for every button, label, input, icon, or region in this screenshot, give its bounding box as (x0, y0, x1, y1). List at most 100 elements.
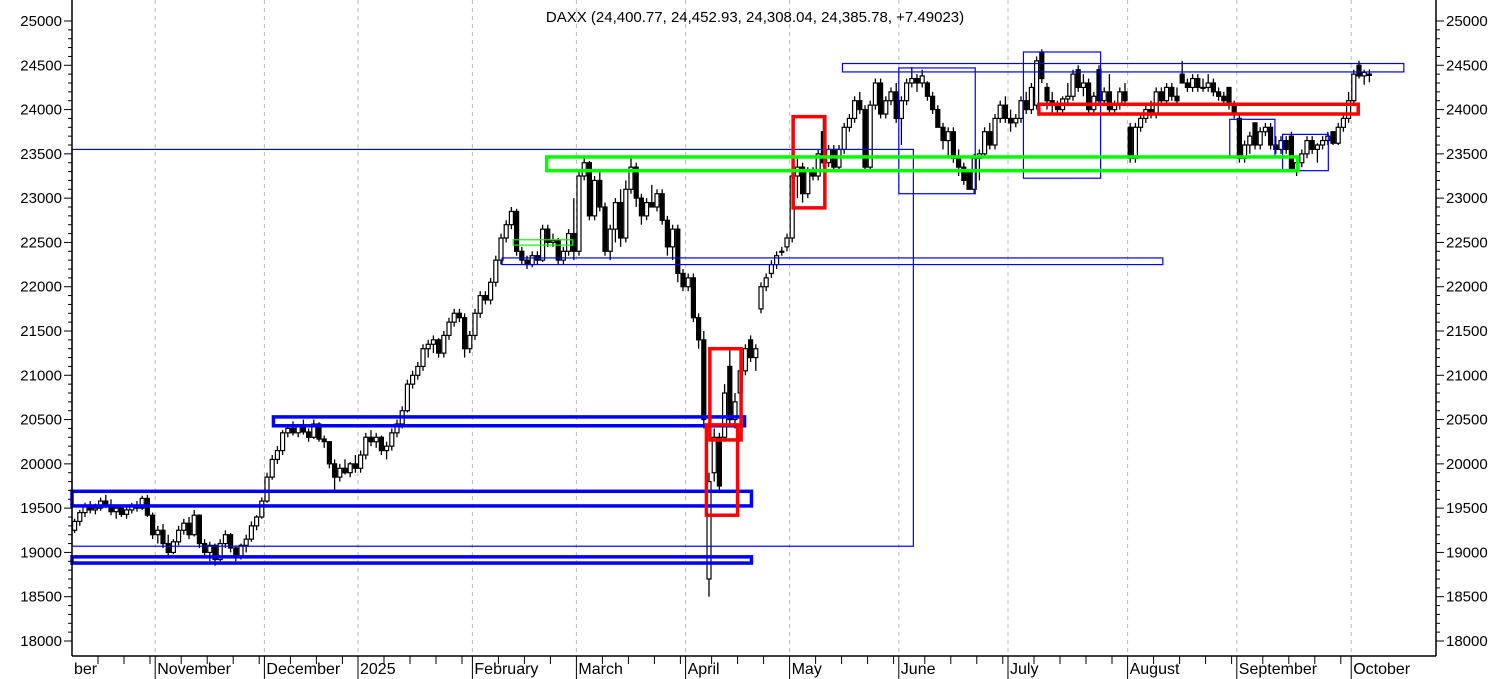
candle-down (555, 240, 561, 261)
candle-down (935, 108, 941, 128)
candle-down (602, 206, 608, 252)
red-annotation-box (708, 346, 743, 442)
candle-down (659, 193, 665, 221)
y-tick-label-left: 19000 (20, 544, 62, 561)
candle-up (248, 525, 254, 540)
candle-down (332, 463, 338, 478)
candle-down (1085, 82, 1092, 111)
x-tick-label: September (1239, 661, 1318, 678)
x-tick-label: April (688, 661, 720, 678)
candle-up (488, 281, 494, 301)
candle-down (680, 272, 686, 288)
candle-up (425, 343, 431, 350)
candle-up (176, 529, 182, 543)
chart-title: DAXX (24,400.77, 24,452.93, 24,308.04, 2… (546, 9, 964, 26)
y-tick-label-right: 25000 (1446, 13, 1488, 30)
y-tick-label-left: 21000 (20, 367, 62, 384)
candle-down (150, 514, 156, 536)
y-tick-label-right: 20500 (1446, 412, 1488, 429)
y-tick-label-left: 22000 (20, 279, 62, 296)
candle-down (524, 259, 530, 266)
candle-down (306, 431, 312, 438)
candle-down (1179, 73, 1185, 84)
candle-up (493, 259, 499, 283)
y-tick-label-left: 24500 (20, 57, 62, 74)
candle-up (451, 312, 457, 323)
blue-annotation-box (501, 257, 1164, 266)
candle-up (394, 423, 400, 434)
candle-up (269, 458, 275, 478)
candle-down (747, 339, 754, 359)
candle-up (607, 228, 613, 252)
candle-up (768, 263, 775, 275)
candle-up (919, 75, 925, 84)
candle-up (669, 228, 676, 248)
axes: 18000 18000 18500 18500 19000 19000 19500 19500… (20, 0, 1488, 679)
candle-up (1335, 126, 1341, 144)
green-annotation-box (512, 239, 574, 246)
candle-down (675, 228, 681, 275)
candle-up (1080, 82, 1087, 89)
candle-down (456, 312, 462, 319)
green-annotation-box (544, 155, 1300, 173)
candle-up (945, 131, 951, 142)
candle-up (784, 237, 790, 248)
candle-down (436, 339, 442, 354)
candle-down (1283, 139, 1289, 151)
candle-up (295, 426, 301, 434)
candle-down (1252, 122, 1258, 146)
candle-up (612, 201, 619, 230)
candle-down (1267, 126, 1274, 146)
candle-down (695, 317, 702, 341)
candle-up (410, 374, 416, 385)
x-tick-label: December (266, 661, 340, 678)
candle-up (643, 201, 650, 217)
candle-up (1205, 82, 1211, 89)
candle-up (373, 436, 379, 443)
candle-up (207, 544, 213, 554)
candle-up (1262, 126, 1269, 133)
candle-down (290, 427, 296, 434)
x-tick-label: August (1130, 661, 1180, 678)
candle-up (888, 91, 894, 102)
blue-annotation-box (71, 148, 914, 547)
candle-down (571, 232, 577, 252)
candle-up (628, 166, 634, 190)
candle-up (1189, 77, 1196, 89)
blue-annotation-box (841, 62, 1405, 73)
candle-down (160, 529, 166, 545)
candle-up (909, 77, 915, 84)
candle-up (363, 436, 369, 456)
candle-up (591, 179, 598, 217)
candle-up (222, 534, 228, 545)
candle-up (1132, 126, 1139, 159)
candle-up (71, 520, 78, 531)
candle-down (368, 436, 374, 443)
candle-down (1221, 95, 1227, 102)
candle-up (867, 104, 873, 168)
candle-down (924, 82, 931, 97)
candle-down (212, 544, 218, 561)
candle-up (898, 100, 905, 120)
candle-up (1314, 144, 1321, 151)
annotation-boxes (70, 51, 1405, 565)
candle-down (519, 250, 525, 261)
candle-down (701, 339, 707, 421)
candle-up (420, 348, 426, 368)
y-tick-label-right: 21000 (1446, 367, 1488, 384)
candle-down (1007, 117, 1014, 124)
candle-up (264, 476, 270, 502)
candle-up (851, 100, 858, 120)
candle-down (955, 157, 962, 168)
candle-up (1200, 86, 1206, 90)
candle-down (316, 423, 322, 440)
y-tick-label-left: 23000 (20, 190, 62, 207)
candle-up (280, 432, 286, 452)
red-annotation-box (704, 423, 740, 517)
candle-down (1174, 95, 1180, 102)
candle-up (467, 334, 473, 350)
y-tick-label-left: 20000 (20, 456, 62, 473)
candle-up (550, 240, 556, 244)
y-tick-label-right: 18000 (1446, 633, 1488, 650)
